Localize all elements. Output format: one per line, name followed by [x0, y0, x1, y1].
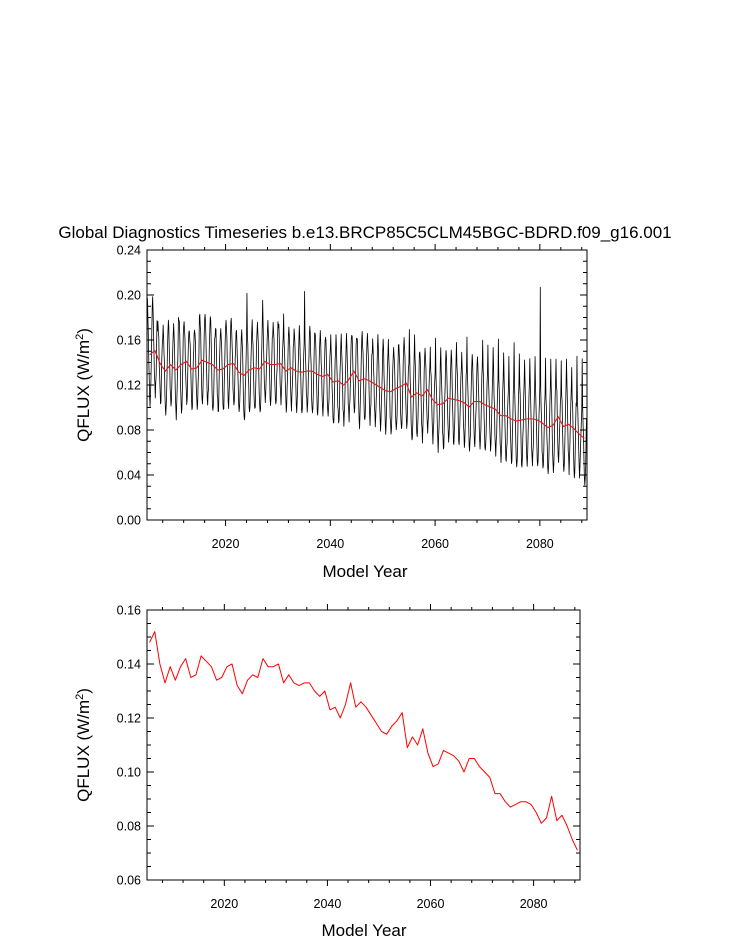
- annual-mean-line: [149, 349, 585, 439]
- x-tick-label: 2080: [526, 537, 554, 551]
- bottom-y-axis-label-close: ): [74, 688, 93, 694]
- x-tick-label: 2020: [212, 537, 240, 551]
- top-y-axis-label-sup: 2: [74, 334, 86, 340]
- bottom-y-tick-labels: 0.06 0.08 0.10 0.12 0.14 0.16: [117, 604, 141, 888]
- x-tick-label: 2020: [210, 897, 238, 911]
- y-tick-label: 0.00: [117, 514, 141, 528]
- top-y-axis-label-close: ): [74, 328, 93, 334]
- bottom-x-tick-labels: 2020 2040 2060 2080: [210, 897, 547, 911]
- top-plot-frame: [146, 249, 588, 521]
- top-monthly-series: [146, 286, 587, 486]
- top-y-tick-labels: 0.00 0.04 0.08 0.12 0.16 0.20 0.24: [117, 244, 141, 528]
- y-tick-label: 0.06: [117, 874, 141, 888]
- y-tick-label: 0.10: [117, 766, 141, 780]
- x-tick-label: 2040: [314, 897, 342, 911]
- top-axis-ticks: [147, 244, 587, 526]
- y-tick-label: 0.12: [117, 712, 141, 726]
- bottom-chart-panel: 0.06 0.08 0.10 0.12 0.14 0.16 2020 2040 2060 208…: [74, 604, 581, 940]
- bottom-axis-ticks: [147, 604, 580, 886]
- y-tick-label: 0.14: [117, 658, 141, 672]
- top-y-axis-label: QFLUX (W/m2): [74, 328, 93, 442]
- y-tick-label: 0.12: [117, 379, 141, 393]
- annual-mean-line: [149, 631, 578, 851]
- top-annual-mean-series: [149, 349, 585, 439]
- bottom-y-axis-label-sup: 2: [74, 694, 86, 700]
- y-tick-label: 0.16: [117, 604, 141, 618]
- bottom-x-axis-label: Model Year: [321, 921, 406, 940]
- bottom-y-axis-label-main: QFLUX (W/m: [74, 700, 93, 802]
- chart-title: Global Diagnostics Timeseries b.e13.BRCP…: [58, 223, 671, 242]
- x-tick-label: 2060: [417, 897, 445, 911]
- y-tick-label: 0.08: [117, 424, 141, 438]
- top-chart-panel: Global Diagnostics Timeseries b.e13.BRCP…: [58, 223, 671, 581]
- top-x-axis-label: Model Year: [322, 562, 407, 581]
- x-tick-label: 2080: [520, 897, 548, 911]
- bottom-annual-mean-series: [149, 631, 578, 851]
- top-x-tick-labels: 2020 2040 2060 2080: [212, 537, 554, 551]
- x-tick-label: 2060: [421, 537, 449, 551]
- y-tick-label: 0.24: [117, 244, 141, 258]
- y-tick-label: 0.20: [117, 289, 141, 303]
- top-y-axis-label-main: QFLUX (W/m: [74, 340, 93, 442]
- bottom-y-axis-label: QFLUX (W/m2): [74, 688, 93, 802]
- monthly-line: [146, 286, 587, 486]
- y-tick-label: 0.08: [117, 820, 141, 834]
- y-tick-label: 0.04: [117, 469, 141, 483]
- x-tick-label: 2040: [316, 537, 344, 551]
- bottom-plot-frame: [146, 609, 581, 881]
- y-tick-label: 0.16: [117, 334, 141, 348]
